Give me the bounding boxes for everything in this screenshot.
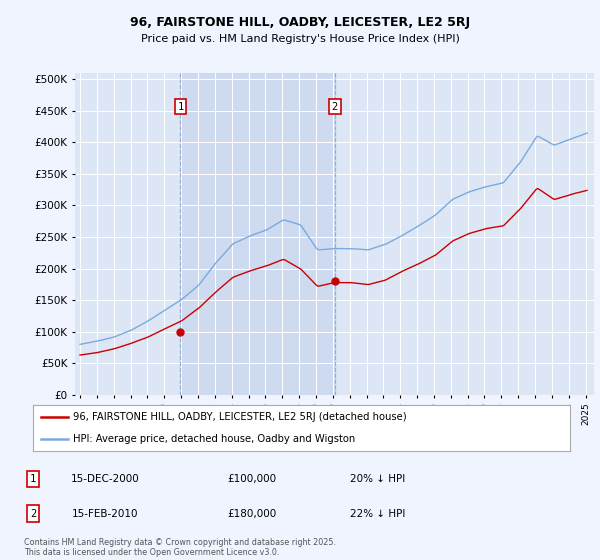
- Text: Price paid vs. HM Land Registry's House Price Index (HPI): Price paid vs. HM Land Registry's House …: [140, 34, 460, 44]
- Text: 15-DEC-2000: 15-DEC-2000: [71, 474, 139, 484]
- Text: 96, FAIRSTONE HILL, OADBY, LEICESTER, LE2 5RJ: 96, FAIRSTONE HILL, OADBY, LEICESTER, LE…: [130, 16, 470, 29]
- Text: 2: 2: [332, 101, 338, 111]
- Text: 15-FEB-2010: 15-FEB-2010: [72, 508, 138, 519]
- Text: £180,000: £180,000: [227, 508, 277, 519]
- Text: 1: 1: [30, 474, 36, 484]
- Text: £100,000: £100,000: [227, 474, 277, 484]
- Text: 20% ↓ HPI: 20% ↓ HPI: [350, 474, 406, 484]
- Bar: [181, 73, 335, 395]
- Text: 1: 1: [178, 101, 184, 111]
- Text: Contains HM Land Registry data © Crown copyright and database right 2025.
This d: Contains HM Land Registry data © Crown c…: [24, 538, 336, 557]
- Text: 96, FAIRSTONE HILL, OADBY, LEICESTER, LE2 5RJ (detached house): 96, FAIRSTONE HILL, OADBY, LEICESTER, LE…: [73, 412, 407, 422]
- Text: HPI: Average price, detached house, Oadby and Wigston: HPI: Average price, detached house, Oadb…: [73, 434, 356, 444]
- Text: 22% ↓ HPI: 22% ↓ HPI: [350, 508, 406, 519]
- Text: 2: 2: [30, 508, 36, 519]
